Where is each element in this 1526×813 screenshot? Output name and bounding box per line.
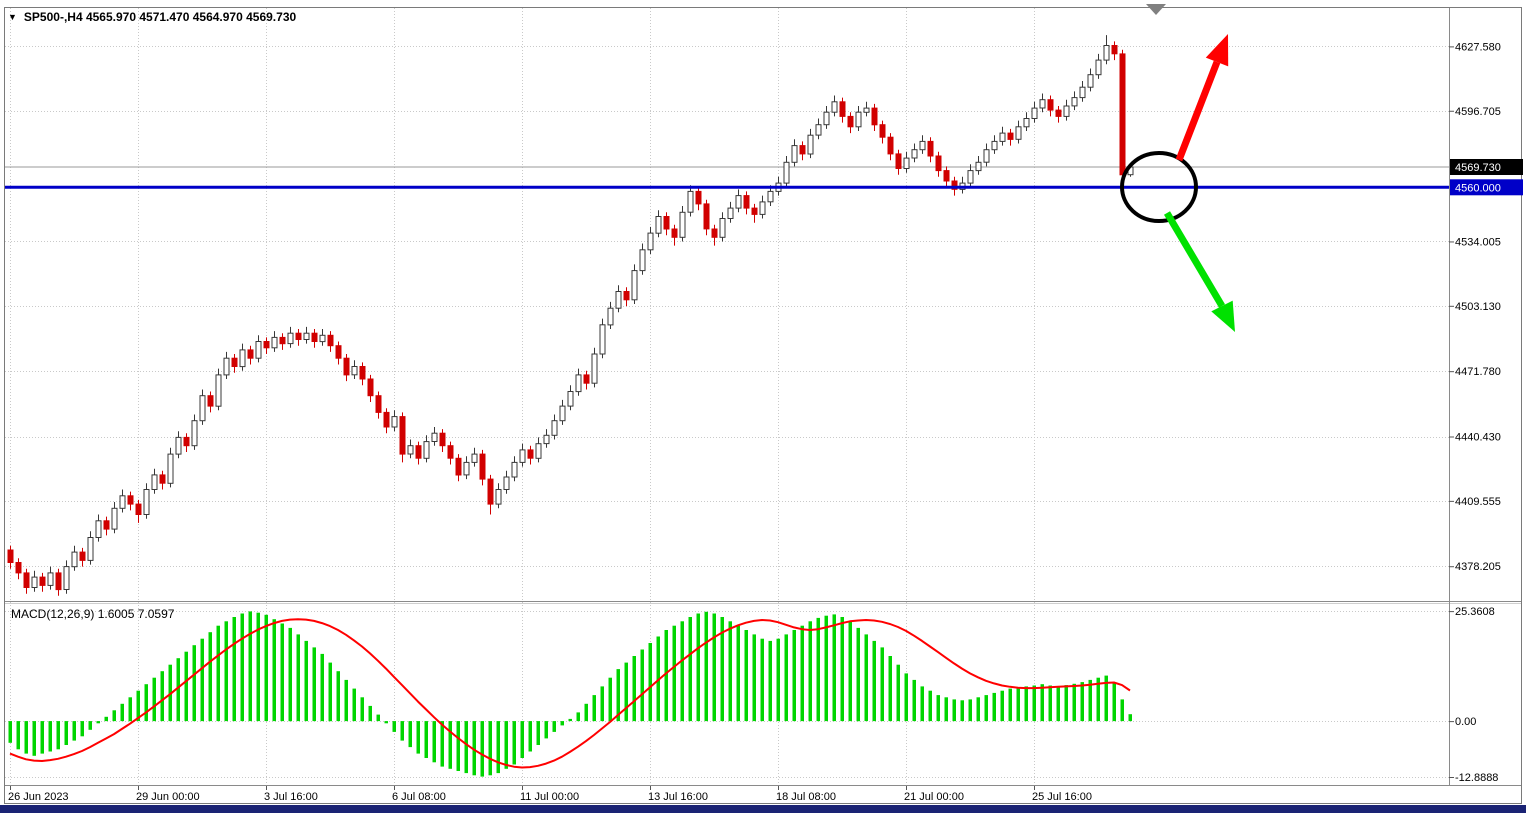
macd-axis-label: -12.8888 bbox=[1455, 772, 1498, 784]
macd-signal-line bbox=[9, 618, 1131, 769]
bullish-arrow-annotation-head bbox=[1205, 34, 1229, 67]
bearish-arrow-annotation-head bbox=[1211, 300, 1235, 332]
chart-title-text: SP500-,H4 4565.970 4571.470 4564.970 456… bbox=[23, 10, 297, 24]
current-price-tag bbox=[1450, 159, 1523, 175]
price-axis-label: 4596.705 bbox=[1455, 106, 1501, 118]
time-axis-label: 11 Jul 00:00 bbox=[520, 791, 579, 803]
scroll-marker-triangle-icon[interactable] bbox=[1146, 4, 1166, 15]
price-axis-label: 4534.005 bbox=[1455, 236, 1501, 248]
time-axis-label: 29 Jun 00:00 bbox=[136, 791, 200, 803]
highlight-circle-annotation bbox=[1120, 151, 1198, 223]
chart-border bbox=[4, 7, 1522, 804]
candlesticks bbox=[7, 35, 1134, 596]
price-axis-label: 4440.430 bbox=[1455, 432, 1501, 444]
price-axis-label: 4409.555 bbox=[1455, 496, 1501, 508]
time-axis-label: 21 Jul 00:00 bbox=[904, 791, 964, 803]
bearish-arrow-annotation bbox=[1163, 211, 1226, 308]
price-axis-label: 4627.580 bbox=[1455, 41, 1501, 53]
bottom-window-strip bbox=[0, 805, 1526, 813]
time-axis-label: 6 Jul 08:00 bbox=[392, 791, 446, 803]
gridlines bbox=[5, 8, 1449, 785]
price-axis-label: 4471.780 bbox=[1455, 366, 1501, 378]
hline-price-tag bbox=[1450, 179, 1523, 196]
time-axis-label: 18 Jul 08:00 bbox=[776, 791, 836, 803]
price-axis-label: 4503.130 bbox=[1455, 301, 1501, 313]
price-axis-label: 4378.205 bbox=[1455, 561, 1501, 573]
symbol-dropdown-icon[interactable]: ▼ bbox=[8, 11, 17, 22]
macd-axis-label: 0.00 bbox=[1455, 716, 1476, 728]
time-axis-label: 26 Jun 2023 bbox=[8, 791, 69, 803]
time-axis-label: 13 Jul 16:00 bbox=[648, 791, 708, 803]
bullish-arrow-annotation bbox=[1175, 60, 1221, 162]
macd-axis-label: 25.3608 bbox=[1455, 606, 1495, 618]
macd-indicator-label: MACD(12,26,9) 1.6005 7.0597 bbox=[11, 607, 175, 621]
time-axis-label: 3 Jul 16:00 bbox=[264, 791, 318, 803]
chart-title: ▼ SP500-,H4 4565.970 4571.470 4564.970 4… bbox=[8, 9, 296, 25]
time-axis-label: 25 Jul 16:00 bbox=[1032, 791, 1092, 803]
current-price-tag-label: 4569.730 bbox=[1455, 162, 1501, 174]
hline-price-tag-label: 4560.000 bbox=[1455, 182, 1501, 194]
